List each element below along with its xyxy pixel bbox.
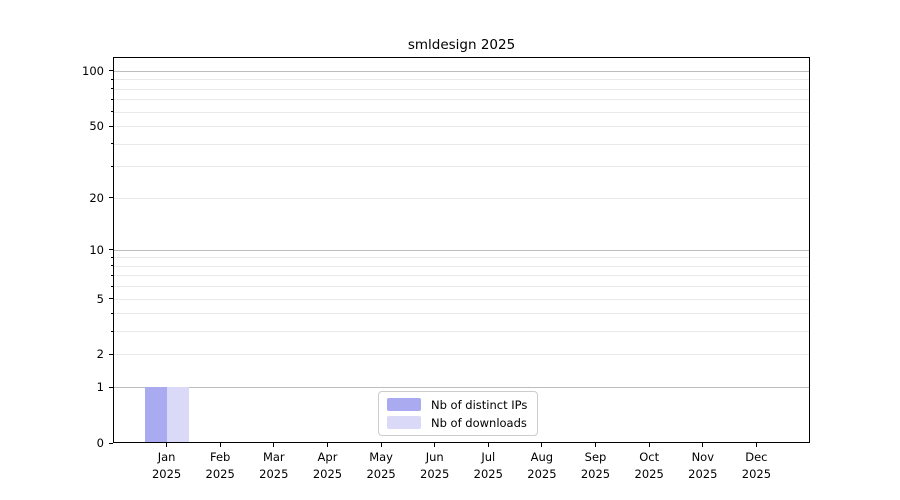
gridline-minor bbox=[114, 354, 809, 356]
y-minor-tick-mark bbox=[111, 256, 113, 258]
legend-swatch-icon bbox=[387, 398, 421, 411]
legend-swatch-icon bbox=[387, 416, 421, 429]
gridline-minor bbox=[114, 286, 809, 288]
y-tick-label: 10 bbox=[89, 242, 104, 257]
y-minor-tick-mark bbox=[111, 111, 113, 113]
gridline-minor bbox=[114, 265, 809, 267]
gridline-minor bbox=[114, 143, 809, 145]
y-minor-tick-mark bbox=[111, 285, 113, 287]
y-tick-mark bbox=[109, 197, 113, 198]
y-minor-tick-mark bbox=[111, 265, 113, 267]
y-tick-mark bbox=[109, 70, 113, 72]
x-tick-mark bbox=[327, 443, 328, 447]
x-tick-mark bbox=[595, 443, 596, 447]
x-tick-label: Nov 2025 bbox=[688, 450, 718, 481]
gridline-minor bbox=[114, 166, 809, 168]
legend-label: Nb of distinct IPs bbox=[431, 397, 528, 412]
gridline-minor bbox=[114, 126, 809, 127]
x-tick-label: Mar 2025 bbox=[259, 450, 289, 481]
chart-title: smldesign 2025 bbox=[407, 37, 516, 53]
legend-item: Nb of downloads bbox=[387, 415, 527, 430]
x-tick-label: Dec 2025 bbox=[741, 450, 772, 481]
x-tick-mark bbox=[166, 443, 168, 447]
gridline-minor bbox=[114, 88, 809, 90]
x-tick-mark bbox=[541, 443, 543, 447]
y-tick-mark bbox=[109, 386, 113, 388]
y-tick-label: 2 bbox=[96, 347, 104, 362]
legend: Nb of distinct IPs Nb of downloads bbox=[378, 391, 539, 436]
x-tick-label: Jun 2025 bbox=[420, 450, 450, 481]
y-tick-label: 50 bbox=[89, 119, 104, 133]
gridline-minor bbox=[114, 111, 809, 113]
x-tick-label: Feb 2025 bbox=[205, 450, 235, 481]
y-minor-tick-mark bbox=[111, 78, 113, 80]
y-minor-tick-mark bbox=[111, 165, 113, 167]
x-tick-label: Aug 2025 bbox=[527, 450, 557, 481]
y-tick-mark bbox=[109, 249, 113, 251]
x-tick-mark bbox=[434, 443, 436, 447]
bar-nb-of-distinct-ips bbox=[144, 387, 167, 442]
y-tick-mark bbox=[109, 442, 113, 444]
y-minor-tick-mark bbox=[111, 312, 113, 314]
gridline-minor bbox=[114, 331, 809, 333]
x-tick-label: Jul 2025 bbox=[473, 450, 503, 481]
gridline-minor bbox=[114, 313, 809, 315]
y-tick-label: 0 bbox=[96, 436, 104, 450]
y-minor-tick-mark bbox=[111, 274, 113, 276]
y-tick-label: 20 bbox=[89, 190, 104, 205]
x-tick-mark bbox=[273, 443, 275, 447]
y-minor-tick-mark bbox=[111, 330, 113, 332]
y-minor-tick-mark bbox=[111, 88, 113, 90]
x-tick-mark bbox=[487, 443, 489, 447]
bar-nb-of-downloads bbox=[166, 387, 189, 442]
gridline-minor bbox=[114, 257, 809, 259]
y-tick-mark bbox=[109, 353, 113, 355]
gridline-minor bbox=[114, 99, 809, 101]
x-tick-mark bbox=[380, 443, 382, 447]
x-tick-label: Apr 2025 bbox=[312, 450, 343, 481]
x-tick-mark bbox=[702, 443, 704, 447]
y-tick-mark bbox=[109, 298, 113, 299]
x-tick-label: Sep 2025 bbox=[580, 450, 611, 481]
legend-item: Nb of distinct IPs bbox=[387, 397, 527, 412]
x-tick-label: Jan 2025 bbox=[151, 450, 182, 481]
x-tick-mark bbox=[755, 443, 757, 447]
x-tick-mark bbox=[648, 443, 650, 447]
y-minor-tick-mark bbox=[111, 143, 113, 145]
gridline-minor bbox=[114, 275, 809, 277]
y-tick-label: 5 bbox=[96, 291, 104, 306]
x-tick-label: May 2025 bbox=[366, 450, 396, 481]
y-tick-label: 100 bbox=[82, 63, 104, 78]
gridline-minor bbox=[114, 79, 809, 81]
gridline-major bbox=[114, 387, 809, 389]
gridline-minor bbox=[114, 197, 809, 199]
y-minor-tick-mark bbox=[111, 98, 113, 100]
gridline-major bbox=[114, 70, 809, 72]
gridline-major bbox=[114, 249, 809, 251]
gridline-minor bbox=[114, 298, 809, 300]
plot-area bbox=[113, 57, 810, 443]
legend-label: Nb of downloads bbox=[431, 415, 527, 430]
x-tick-label: Oct 2025 bbox=[634, 450, 664, 481]
y-tick-mark bbox=[109, 125, 113, 127]
y-tick-label: 1 bbox=[96, 380, 104, 395]
x-tick-mark bbox=[219, 443, 221, 447]
